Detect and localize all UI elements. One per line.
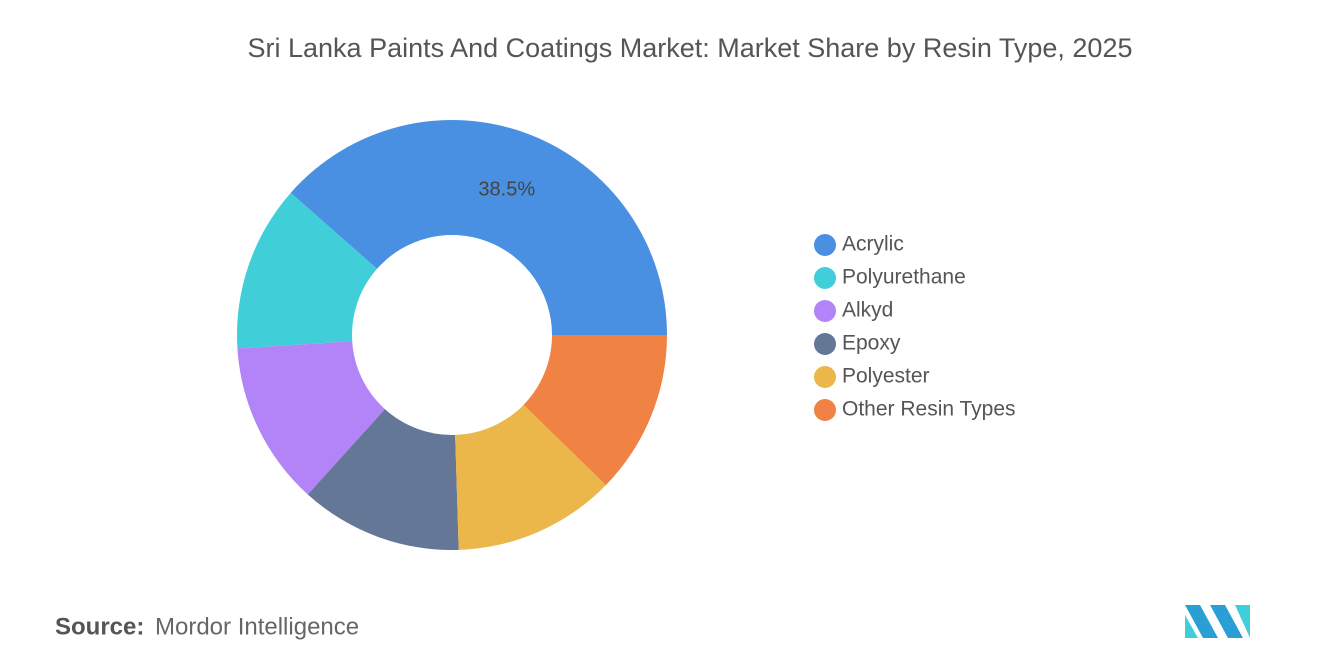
logo bbox=[1185, 605, 1250, 638]
legend-marker bbox=[814, 399, 836, 421]
chart-title: Sri Lanka Paints And Coatings Market: Ma… bbox=[248, 33, 1133, 63]
legend-label: Polyurethane bbox=[842, 266, 966, 289]
legend-label: Acrylic bbox=[842, 233, 904, 256]
source-text: Mordor Intelligence bbox=[155, 613, 359, 640]
donut-slice bbox=[523, 335, 667, 486]
legend-marker bbox=[814, 267, 836, 289]
legend-label: Alkyd bbox=[842, 299, 893, 322]
legend-label: Polyester bbox=[842, 365, 930, 388]
legend-label: Epoxy bbox=[842, 332, 901, 355]
data-label: 38.5% bbox=[478, 178, 535, 200]
legend-marker bbox=[814, 300, 836, 322]
source-label: Source: bbox=[55, 613, 144, 640]
donut-slice bbox=[237, 341, 385, 495]
donut-slice bbox=[290, 120, 667, 335]
donut-slice bbox=[307, 409, 459, 551]
legend-marker bbox=[814, 333, 836, 355]
legend-label: Other Resin Types bbox=[842, 398, 1016, 421]
donut-slice bbox=[237, 192, 377, 349]
donut-slice bbox=[455, 404, 606, 550]
legend-marker bbox=[814, 366, 836, 388]
legend-marker bbox=[814, 234, 836, 256]
